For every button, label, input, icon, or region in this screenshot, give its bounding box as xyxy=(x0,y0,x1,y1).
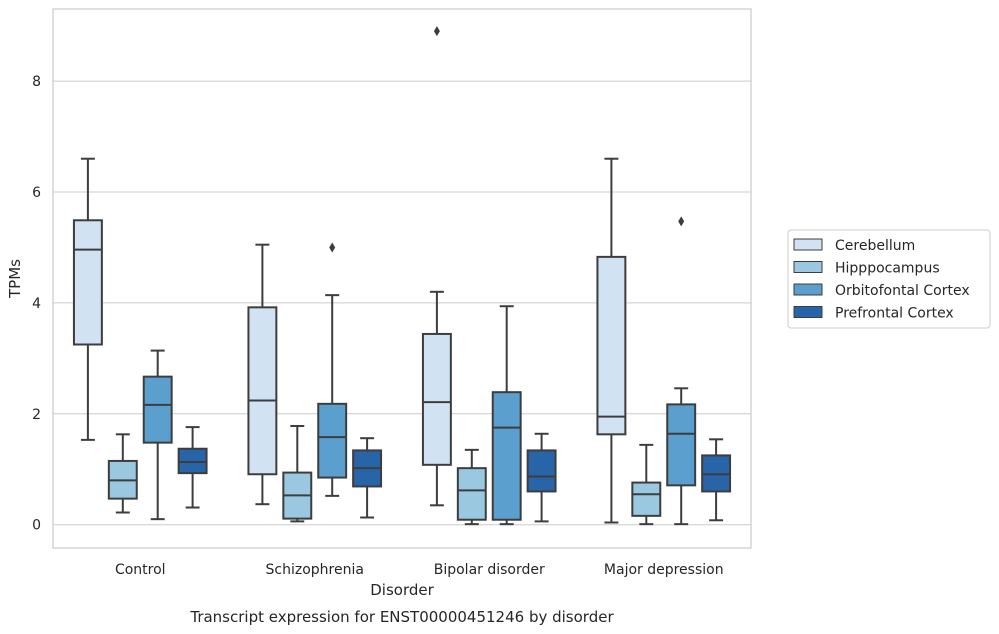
box xyxy=(317,242,348,497)
outlier-point xyxy=(678,216,685,227)
legend-swatch xyxy=(793,306,823,318)
y-tick-label: 2 xyxy=(32,407,41,423)
box xyxy=(666,216,697,526)
box-plots xyxy=(72,26,732,526)
box xyxy=(352,437,383,519)
y-tick-labels: 0 2 4 6 8 xyxy=(32,74,41,534)
box xyxy=(456,448,487,526)
box-body xyxy=(177,447,208,475)
plot-frame xyxy=(52,8,752,549)
box xyxy=(631,443,662,526)
legend-frame xyxy=(787,229,991,329)
box-body xyxy=(421,332,452,466)
box-body xyxy=(631,481,662,517)
x-tick-labels: Control Schizophrenia Bipolar disorder Majo… xyxy=(115,562,724,578)
box xyxy=(72,157,103,441)
x-tick-label: Control xyxy=(115,562,166,578)
box-body xyxy=(456,467,487,521)
box xyxy=(596,157,627,524)
box xyxy=(526,432,557,523)
legend-label: Orbitofontal Cortex xyxy=(835,283,970,299)
box-body xyxy=(72,219,103,346)
legend: Cerebellum Hipppocampus Orbitofontal Corte… xyxy=(787,229,991,329)
legend-swatch xyxy=(793,238,823,251)
box xyxy=(107,433,138,514)
box xyxy=(421,26,452,507)
box-body xyxy=(491,391,522,521)
box-body xyxy=(666,403,697,487)
legend-swatch xyxy=(793,261,823,273)
chart-caption: Transcript expression for ENST0000045124… xyxy=(189,608,614,626)
box-body xyxy=(247,306,278,476)
box xyxy=(177,426,208,509)
box-body xyxy=(596,255,627,436)
x-axis-label: Disorder xyxy=(370,581,434,599)
box xyxy=(247,243,278,506)
legend-label: Prefrontal Cortex xyxy=(835,306,954,322)
box xyxy=(282,425,313,523)
y-tick-label: 8 xyxy=(32,74,41,90)
box xyxy=(142,349,173,521)
box-body xyxy=(142,375,173,444)
y-tick-label: 6 xyxy=(32,185,41,201)
y-axis-label: TPMs xyxy=(6,259,24,299)
box xyxy=(491,305,522,526)
box-body xyxy=(526,449,557,493)
legend-label: Hipppocampus xyxy=(835,261,940,277)
outlier-point xyxy=(329,242,336,253)
y-tick-label: 4 xyxy=(32,296,41,312)
x-tick-label: Schizophrenia xyxy=(266,562,364,578)
y-tick-label: 0 xyxy=(32,518,41,534)
box-body xyxy=(317,402,348,479)
outlier-point xyxy=(433,26,440,37)
legend-swatch xyxy=(793,283,823,296)
x-tick-label: Bipolar disorder xyxy=(434,562,545,578)
box xyxy=(701,438,732,522)
x-tick-label: Major depression xyxy=(604,562,724,578)
legend-label: Cerebellum xyxy=(835,238,915,254)
